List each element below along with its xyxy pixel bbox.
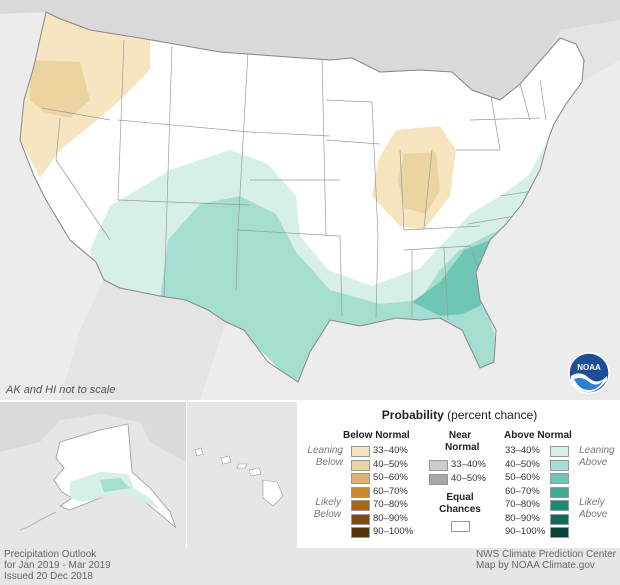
- near-normal-swatch: [429, 473, 448, 485]
- above-normal-swatch: [550, 473, 569, 484]
- below-normal-header: Below Normal: [343, 430, 410, 441]
- above-normal-header: Above Normal: [504, 430, 572, 441]
- above-normal-label: 33–40%: [505, 445, 540, 456]
- likely-below-label: Likely Below: [313, 497, 341, 520]
- credits: NWS Climate Prediction Center Map by NOA…: [476, 549, 616, 571]
- below-normal-swatch: [351, 500, 370, 511]
- divider: [186, 402, 187, 548]
- likely-above-label: Likely Above: [579, 497, 608, 520]
- alaska-inset: [0, 402, 186, 548]
- legend: Probability (percent chance) Below Norma…: [299, 402, 620, 548]
- noaa-logo: NOAA: [568, 352, 610, 394]
- near-normal-header: Near Normal: [445, 430, 480, 453]
- above-normal-label: 70–80%: [505, 499, 540, 510]
- below-normal-label: 90–100%: [373, 526, 414, 537]
- above-normal-label: 40–50%: [505, 458, 540, 470]
- above-normal-swatch: [550, 500, 569, 511]
- below-normal-swatch: [351, 513, 370, 525]
- above-normal-swatch: [550, 513, 569, 525]
- leaning-above-label: Leaning Above: [579, 445, 615, 468]
- outlook-period: for Jan 2019 - Mar 2019: [4, 560, 111, 571]
- above-normal-label: 60–70%: [505, 485, 540, 497]
- divider: [0, 400, 620, 402]
- above-normal-swatch: [550, 527, 569, 538]
- above-normal-label: 80–90%: [505, 512, 540, 524]
- below-normal-label: 80–90%: [373, 512, 408, 524]
- issued-date: Issued 20 Dec 2018: [4, 571, 93, 582]
- below-normal-swatch: [351, 486, 370, 498]
- below-normal-label: 40–50%: [373, 458, 408, 470]
- below-normal-label: 50–60%: [373, 472, 408, 483]
- above-normal-label: 90–100%: [505, 526, 546, 537]
- below-normal-swatch: [351, 473, 370, 484]
- above-normal-swatch: [550, 486, 569, 498]
- above-normal-swatch: [550, 459, 569, 471]
- outlook-title: Precipitation Outlook: [4, 549, 97, 560]
- below-normal-label: 33–40%: [373, 445, 408, 456]
- credit-climate-gov: Map by NOAA Climate.gov: [475, 560, 595, 571]
- outlook-info: Precipitation Outlook for Jan 2019 - Mar…: [4, 549, 111, 582]
- above-normal-label: 50–60%: [505, 472, 540, 483]
- divider: [297, 402, 299, 548]
- leaning-below-label: Leaning Below: [307, 445, 343, 468]
- credit-cpc: NWS Climate Prediction Center: [475, 549, 616, 560]
- equal-chances-swatch: [451, 521, 470, 532]
- below-normal-swatch: [351, 527, 370, 538]
- above-normal-swatch: [550, 446, 569, 457]
- near-normal-swatch: [429, 460, 448, 471]
- below-normal-label: 60–70%: [373, 485, 408, 497]
- scale-note: AK and HI not to scale: [6, 384, 116, 396]
- near-normal-label: 40–50%: [451, 472, 486, 484]
- near-normal-label: 33–40%: [451, 459, 486, 470]
- equal-chances-label: Equal Chances: [439, 492, 481, 515]
- noaa-logo-text: NOAA: [577, 363, 601, 372]
- legend-title: Probability (percent chance): [381, 408, 538, 422]
- hawaii-inset: [187, 402, 297, 548]
- conus-map: [0, 0, 620, 383]
- below-normal-swatch: [351, 446, 370, 457]
- below-normal-label: 70–80%: [373, 499, 408, 510]
- below-normal-swatch: [351, 459, 370, 471]
